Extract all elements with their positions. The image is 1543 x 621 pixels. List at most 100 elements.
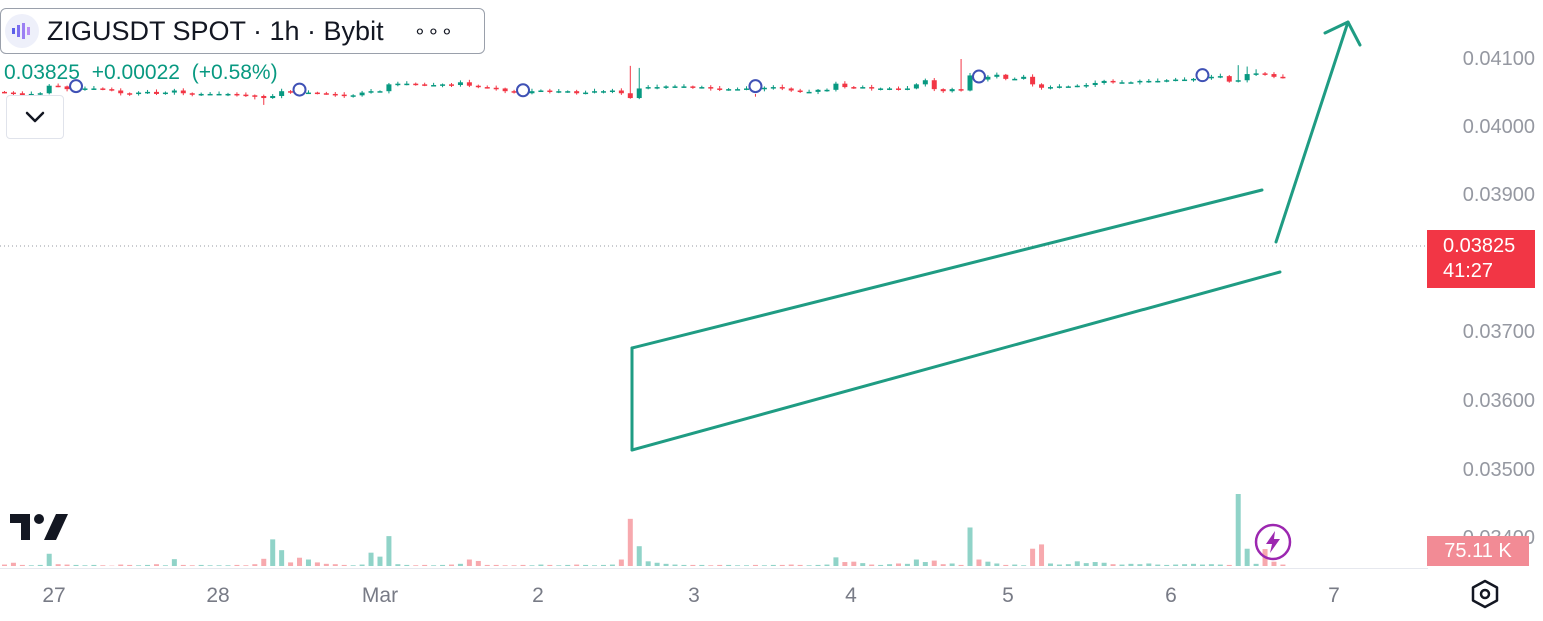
candle-body xyxy=(1173,79,1179,82)
forecast-arrow[interactable] xyxy=(1274,20,1362,244)
candle xyxy=(82,86,88,91)
volume-bar xyxy=(1056,564,1062,566)
candle xyxy=(627,65,633,99)
candle xyxy=(770,85,776,90)
candle xyxy=(913,83,919,90)
more-dots-icon[interactable]: ∘∘∘ xyxy=(413,20,455,43)
candle xyxy=(726,88,732,91)
candle xyxy=(64,85,70,92)
candle-body xyxy=(162,92,168,95)
volume-bar xyxy=(225,565,231,566)
volume-bar xyxy=(91,564,97,566)
candle xyxy=(779,84,785,91)
candle xyxy=(1182,77,1188,82)
candle-body xyxy=(869,87,875,89)
candle xyxy=(1119,80,1125,84)
channel-upper-line[interactable] xyxy=(630,188,1264,350)
volume-bar xyxy=(279,550,285,566)
volume-bar xyxy=(985,561,991,566)
candle-body xyxy=(91,88,97,90)
event-marker-icon[interactable] xyxy=(516,83,531,98)
candle xyxy=(815,89,821,95)
volume-bar xyxy=(565,564,571,566)
volume-bar xyxy=(833,557,839,566)
volume-bar xyxy=(717,564,723,566)
candle xyxy=(1164,79,1170,83)
event-marker-icon[interactable] xyxy=(69,79,84,94)
candle xyxy=(305,90,311,95)
candle-body xyxy=(1235,80,1241,82)
candle xyxy=(198,92,204,96)
candle-body xyxy=(350,95,356,97)
candle xyxy=(332,92,338,97)
volume-bar xyxy=(216,565,222,566)
event-markers xyxy=(69,68,1210,98)
volume-bar xyxy=(1226,564,1232,566)
volume-bar xyxy=(529,565,535,566)
candle xyxy=(833,81,839,92)
symbol-header[interactable]: ZIGUSDT SPOT · 1h · Bybit ∘∘∘ xyxy=(0,8,485,54)
candle xyxy=(869,84,875,91)
trend-channel-drawing[interactable] xyxy=(630,188,1282,452)
candle-body xyxy=(1253,73,1259,75)
tradingview-logo-icon[interactable] xyxy=(8,510,70,542)
candle-body xyxy=(55,85,61,88)
candle-body xyxy=(368,91,374,93)
volume-bar xyxy=(314,562,320,566)
volume-bar xyxy=(967,527,973,566)
channel-lower-line[interactable] xyxy=(630,270,1282,452)
volume-bar xyxy=(1128,563,1134,566)
volume-bar xyxy=(449,564,454,566)
volume-bar xyxy=(100,565,106,566)
candle-body xyxy=(270,95,276,99)
volume-bar xyxy=(234,564,240,566)
candle xyxy=(162,91,168,95)
event-marker-icon[interactable] xyxy=(748,79,763,94)
volume-bar xyxy=(55,564,61,566)
candle xyxy=(1012,77,1018,81)
candle xyxy=(672,84,678,89)
candle-body xyxy=(180,90,186,94)
event-marker-icon[interactable] xyxy=(971,69,986,84)
volume-bar xyxy=(904,563,910,566)
volume-bar xyxy=(457,563,463,566)
event-marker-icon[interactable] xyxy=(1195,68,1210,83)
candle-body xyxy=(1244,74,1250,81)
volume-bar xyxy=(1003,564,1009,566)
volume-bar xyxy=(1182,564,1188,566)
candle-body xyxy=(690,86,696,88)
volume-bar xyxy=(1092,562,1098,566)
candle-body xyxy=(404,83,410,86)
volume-bar xyxy=(323,563,329,566)
settings-hexagon-icon[interactable] xyxy=(1469,578,1501,610)
lightning-bolt-icon[interactable] xyxy=(1254,523,1292,561)
volume-bar xyxy=(261,558,267,566)
volume-bar xyxy=(198,564,204,566)
candle-body xyxy=(109,89,115,91)
volume-bar xyxy=(82,565,88,566)
volume-bar xyxy=(752,564,758,566)
candle xyxy=(252,94,258,100)
volume-bar xyxy=(359,564,365,566)
candle-body xyxy=(878,88,884,90)
volume-bar xyxy=(609,564,615,566)
candle-body xyxy=(565,91,571,93)
collapse-legend-button[interactable] xyxy=(6,95,64,139)
volume-bar xyxy=(37,564,43,566)
candle xyxy=(386,82,392,94)
price-label: 0.04100 xyxy=(1462,48,1535,70)
volume-bar xyxy=(493,564,499,566)
candle-body xyxy=(896,88,901,90)
event-marker-icon[interactable] xyxy=(292,82,307,97)
price-chart[interactable] xyxy=(0,0,1428,621)
candle xyxy=(645,85,651,90)
candle-body xyxy=(1110,80,1116,83)
candle-body xyxy=(1226,76,1232,82)
volume-bar xyxy=(1173,564,1179,566)
volume-bar xyxy=(958,564,964,566)
candle xyxy=(493,85,499,91)
candle xyxy=(1047,85,1053,90)
candle-body xyxy=(887,88,893,90)
candle-body xyxy=(663,86,669,88)
volume-bar xyxy=(288,562,294,566)
